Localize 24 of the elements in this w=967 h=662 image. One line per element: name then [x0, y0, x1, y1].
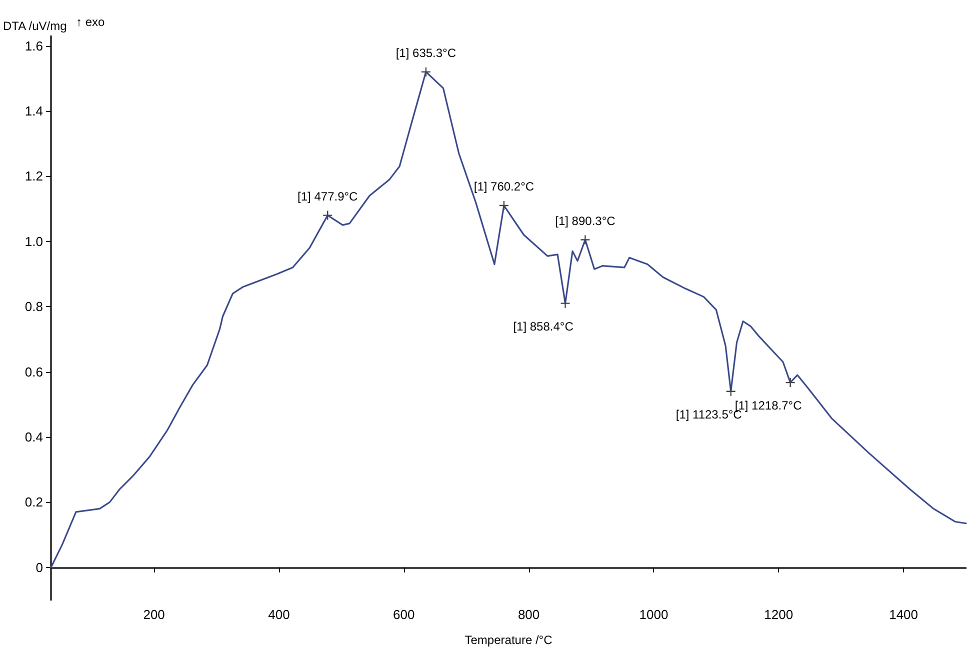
x-tick-label: 1000	[639, 607, 668, 622]
y-axis-title: DTA /uV/mg	[3, 19, 67, 33]
y-tick-label: 0.2	[24, 494, 43, 510]
annotation: [1] 477.9°C	[298, 189, 358, 204]
x-tick-label: 400	[268, 607, 290, 622]
y-tick-label: 1.2	[24, 168, 43, 184]
y-tick-label: 0.4	[24, 429, 43, 444]
x-tick-label: 200	[143, 607, 165, 622]
y-tick-label: 1.0	[24, 234, 43, 249]
y-tick-label: 0.8	[24, 299, 43, 314]
annotation: [1] 858.4°C	[513, 319, 574, 334]
x-tick-label: 1400	[889, 607, 918, 622]
annotation: [1] 760.2°C	[474, 180, 534, 194]
y-tick-label: 0	[36, 560, 43, 575]
y-tick-label: 1.6	[24, 38, 43, 54]
y-tick-label: 1.4	[24, 103, 43, 118]
y-tick-label: 0.6	[24, 364, 43, 380]
annotation: [1] 890.3°C	[555, 214, 616, 228]
x-axis-title: Temperature /°C	[464, 633, 553, 647]
x-tick-label: 600	[393, 607, 415, 622]
x-tick-label: 1200	[764, 607, 794, 622]
annotation: [1] 635.3°C	[396, 46, 456, 60]
text: ↑ exo	[76, 15, 106, 29]
x-tick-label: 800	[518, 607, 540, 622]
